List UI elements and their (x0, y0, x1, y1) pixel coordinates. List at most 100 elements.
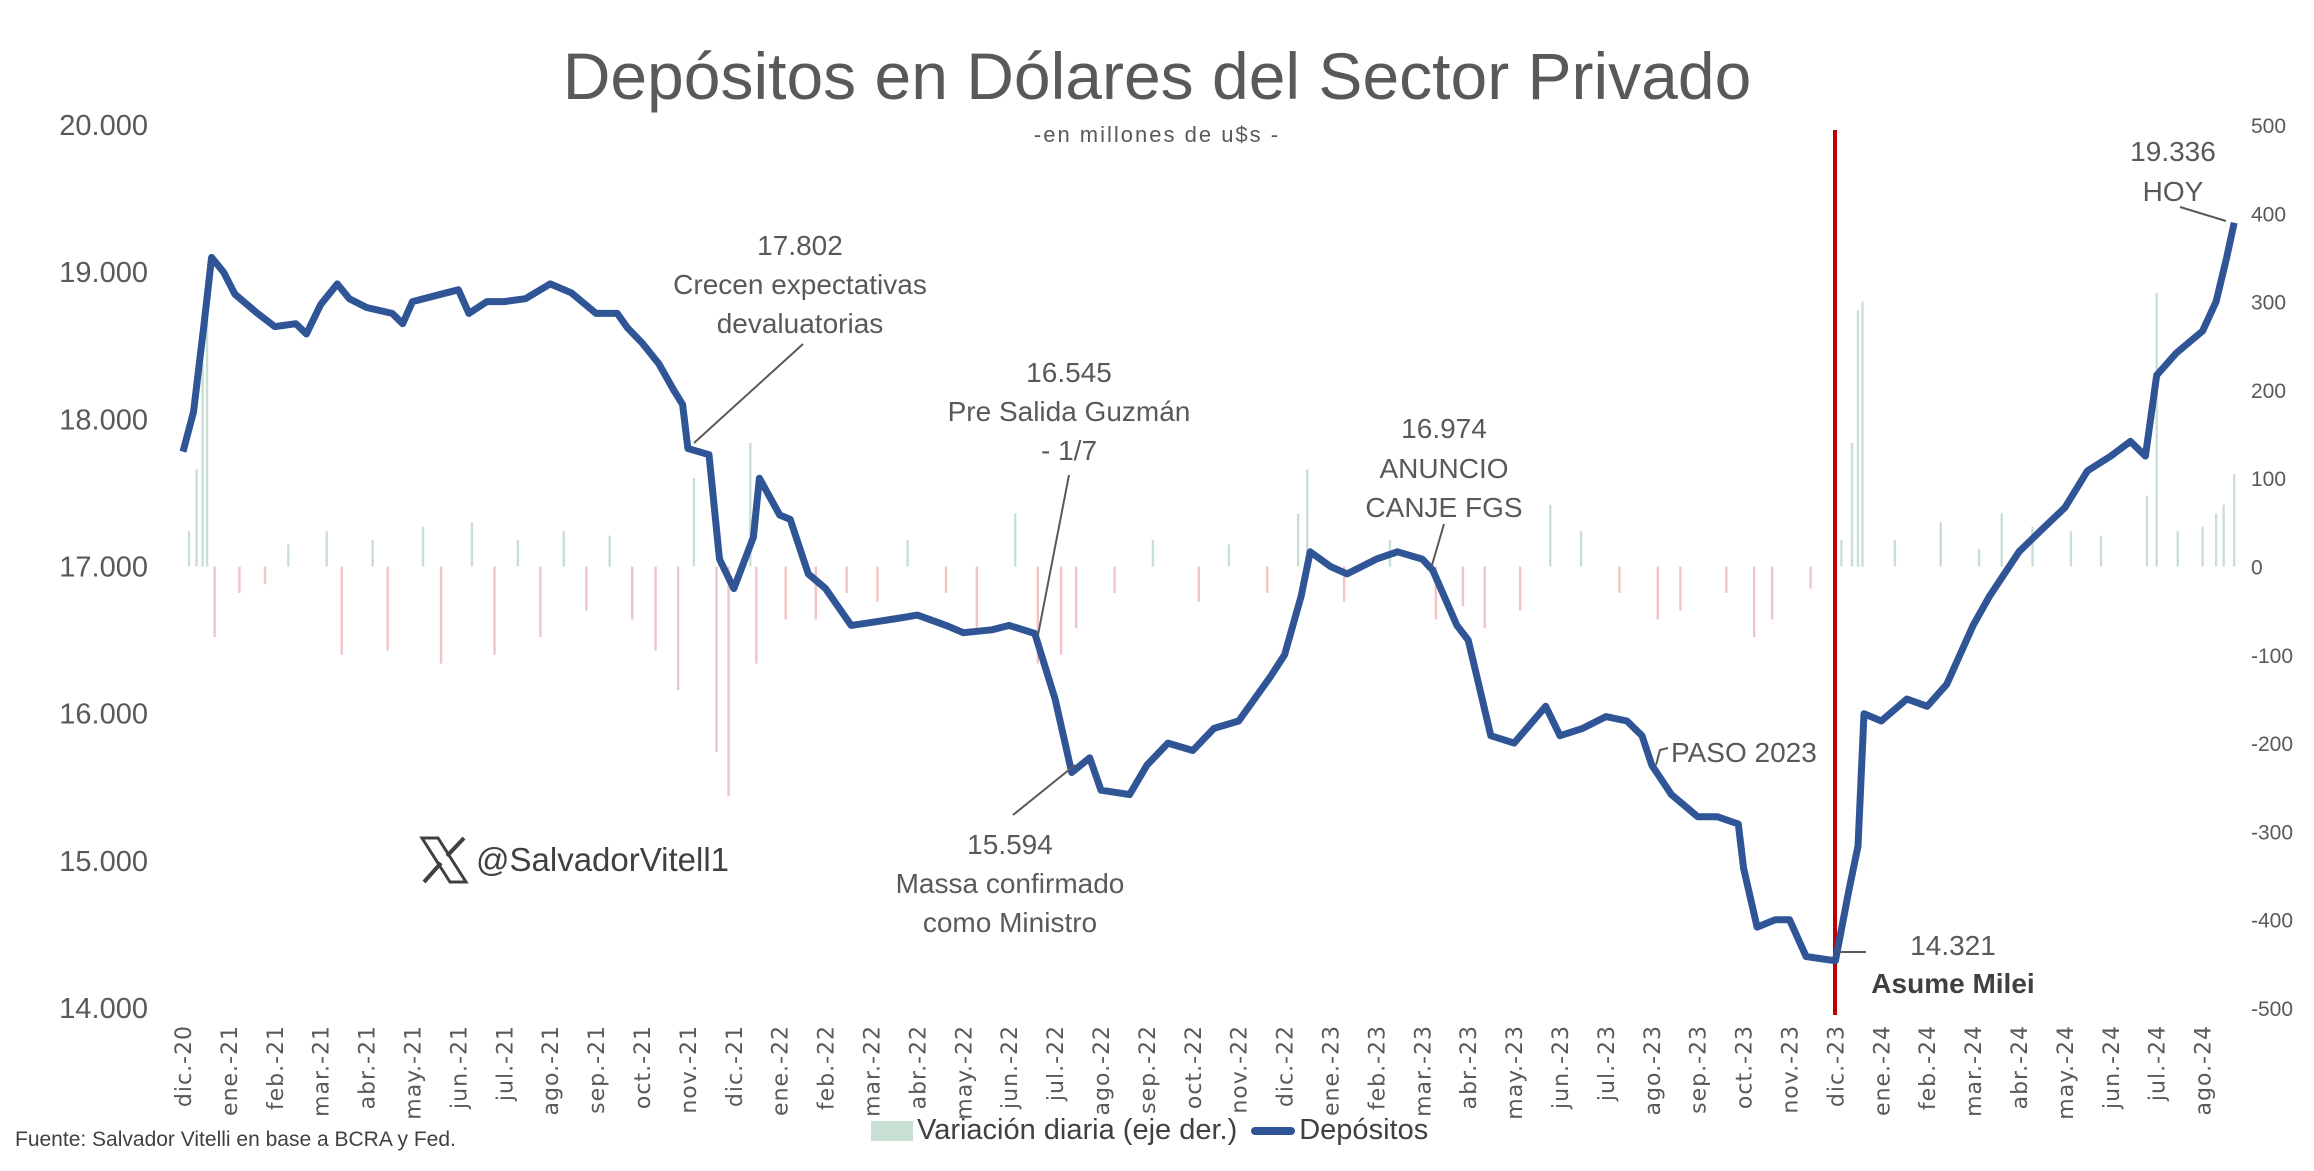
variation-bar (2155, 292, 2158, 567)
legend-swatch-bars (871, 1120, 913, 1141)
x-tick-label: ago.-22 (1090, 1025, 1115, 1115)
variation-bar (1856, 310, 1860, 567)
annotation-paso: PASO 2023 (1655, 737, 1817, 768)
variation-bar (814, 566, 818, 620)
variation-bar (470, 522, 474, 567)
x-tick-label: feb.-24 (1916, 1025, 1941, 1110)
x-tick-label: mar.-24 (1962, 1025, 1987, 1117)
variation-bar (205, 319, 209, 567)
variation-bar (654, 566, 657, 651)
x-tick-label: dic.-20 (172, 1025, 197, 1107)
x-tick-label: oct.-21 (631, 1025, 656, 1109)
variation-bar (493, 566, 496, 655)
variation-bar (1342, 566, 1346, 602)
x-tick-label: may.-23 (1503, 1025, 1528, 1120)
annotation-value: 19.336 (2130, 136, 2216, 167)
variation-bar (1679, 566, 1682, 611)
annotation-value: 15.594 (967, 829, 1053, 860)
variation-bar (2222, 504, 2225, 567)
x-logo-icon (419, 836, 469, 884)
x-tick-label: may.-22 (952, 1025, 977, 1120)
leader-line (1012, 764, 1076, 816)
variation-bar (238, 566, 241, 593)
variation-bar (1618, 566, 1621, 593)
variation-bar (2214, 513, 2218, 567)
x-tick-label: abr.-22 (906, 1025, 931, 1109)
variation-bar (1151, 540, 1155, 567)
variation-bar (2099, 535, 2103, 567)
x-tick-label: jun.-23 (1549, 1025, 1574, 1110)
annotation-text: Asume Milei (1871, 968, 2034, 999)
variation-bar (944, 566, 948, 593)
variation-bars (187, 292, 2236, 797)
variation-bar (1113, 566, 1116, 593)
variation-bar (2201, 526, 2204, 567)
variation-bar (1752, 566, 1756, 638)
variation-bar (1725, 566, 1728, 593)
annotation-text: HOY (2143, 176, 2204, 207)
watermark: @SalvadorVitell1 (418, 834, 729, 886)
variation-bar (539, 566, 542, 638)
x-tick-label: nov.-23 (1779, 1025, 1804, 1114)
annotation-hoy: 19.336 HOY (2130, 136, 2227, 222)
variation-bar (784, 566, 787, 620)
leader-line (1655, 747, 1669, 766)
y2-tick-label: -400 (2251, 910, 2293, 933)
y-tick-label: 18.000 (59, 404, 148, 436)
y2-tick-label: 500 (2251, 115, 2286, 138)
leader-line (2179, 206, 2227, 222)
variation-bar (585, 566, 588, 611)
variation-bar (371, 540, 374, 567)
x-tick-label: abr.-24 (2008, 1025, 2033, 1109)
variation-bar (845, 566, 848, 593)
x-tick-label: ene.-22 (769, 1025, 794, 1116)
y2-tick-label: -200 (2251, 733, 2293, 756)
variation-bar (421, 526, 425, 567)
variation-bar (749, 442, 752, 567)
x-tick-label: ago.-24 (2192, 1025, 2217, 1115)
annotation-text: Crecen expectativas (673, 269, 927, 300)
deposits-line (179, 221, 2238, 965)
x-axis: dic.-20 ene.-21 feb.-21 mar.-21 abr.-21 may.-… (172, 1025, 2217, 1120)
variation-bar (727, 566, 730, 797)
annotation-text: devaluatorias (717, 308, 884, 339)
annotation-value: 16.545 (1026, 357, 1112, 388)
x-tick-label: dic.-21 (723, 1025, 748, 1107)
right-axis: 500 400 300 200 100 0 -100 -200 -300 -400 -500 (2251, 115, 2293, 1021)
variation-bar (1939, 522, 1942, 567)
variation-bar (1434, 566, 1438, 620)
y2-tick-label: 200 (2251, 380, 2286, 403)
variation-bar (1809, 566, 1812, 589)
y-tick-label: 19.000 (59, 257, 148, 289)
variation-bar (1461, 566, 1465, 607)
x-tick-label: mar.-23 (1411, 1025, 1436, 1117)
variation-bar (755, 566, 758, 664)
variation-bar (1227, 544, 1231, 567)
variation-bar (439, 566, 443, 664)
x-tick-label: dic.-22 (1274, 1025, 1299, 1107)
x-tick-label: mar.-22 (861, 1025, 886, 1117)
variation-bar (2176, 531, 2179, 567)
y2-tick-label: 0 (2251, 557, 2263, 580)
variation-bar (201, 363, 204, 567)
variation-bar (975, 566, 979, 629)
annotation-text: Massa confirmado (896, 868, 1125, 899)
variation-bar (2031, 526, 2034, 567)
x-tick-label: ene.-21 (218, 1025, 243, 1116)
x-tick-label: jul.-23 (1595, 1025, 1620, 1102)
variation-bar (195, 469, 198, 567)
variation-bar (1977, 548, 1981, 567)
variation-bar (1579, 531, 1583, 567)
variation-bar (325, 531, 328, 567)
x-tick-label: mar.-21 (310, 1025, 335, 1117)
x-tick-label: jun.-21 (447, 1025, 472, 1110)
variation-bar (676, 566, 680, 691)
variation-bar (2069, 531, 2073, 567)
x-tick-label: jul.-24 (2146, 1025, 2171, 1102)
annotation-text: PASO 2023 (1671, 737, 1817, 768)
annotation-text: Pre Salida Guzmán (948, 396, 1191, 427)
annotation-value: 16.974 (1401, 413, 1487, 444)
legend: Variación diaria (eje der.) Depósitos (871, 1114, 1428, 1147)
annotation-milei: 14.321 Asume Milei (1838, 930, 2035, 999)
